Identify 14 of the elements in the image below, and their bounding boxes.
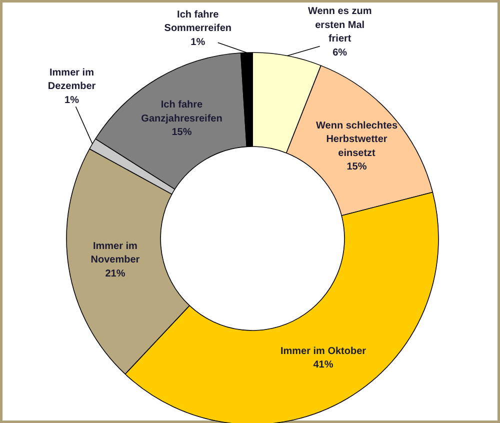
slice-label: Immer im November — [90, 240, 140, 266]
data-label: 1% — [64, 94, 80, 106]
data-label: 15% — [346, 162, 367, 173]
slice-label: Wenn schlechtes Herbstwetter einsetzt — [316, 120, 398, 159]
data-label: 6% — [332, 47, 348, 58]
slice-label: Immer im Dezember — [48, 67, 96, 92]
data-label: 15% — [172, 127, 192, 138]
slice-label: Ich fahre Sommerreifen — [164, 9, 232, 34]
slice-label: Immer im Oktober — [280, 346, 366, 357]
data-label: 41% — [313, 360, 334, 371]
data-label: 21% — [105, 268, 126, 280]
slice-label: Ich fahre Ganzjahresreifen — [141, 100, 222, 124]
data-label: 1% — [190, 36, 206, 48]
slice-label: Wenn es zum ersten Mal friert — [308, 6, 372, 45]
